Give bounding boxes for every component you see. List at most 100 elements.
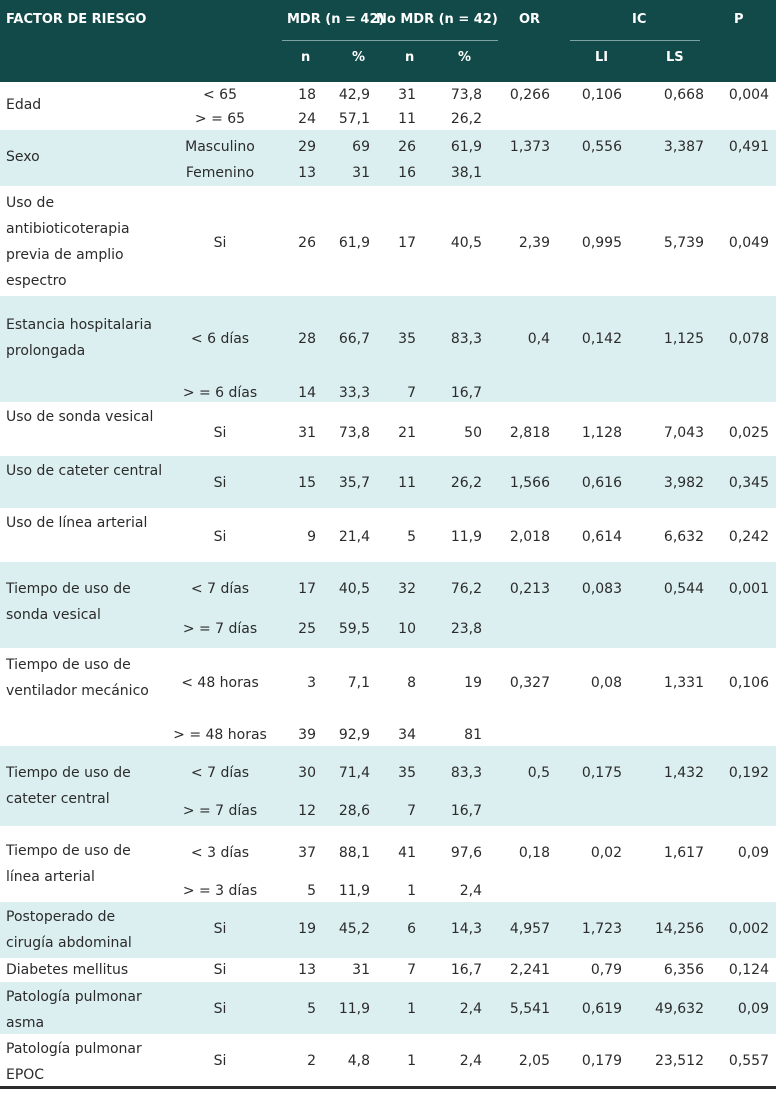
factor-label: Patología pulmonar EPOC — [6, 1041, 142, 1083]
mdr-n-cell: 13 — [298, 165, 316, 181]
mdr-n-cell: 15 — [298, 475, 316, 491]
category-cell: Si — [213, 425, 227, 441]
mdr-pct-cell: 73,8 — [338, 425, 370, 441]
table-row: Estancia hospitalaria prolongada < 6 días… — [0, 296, 776, 402]
no-mdr-pct-cell: 16,7 — [450, 385, 482, 401]
table-bottom-rule — [0, 1086, 776, 1089]
table-row: Uso de antibioticoterapia previa de ampl… — [0, 186, 776, 296]
p-cell: 0,124 — [728, 962, 769, 978]
no-mdr-n-cell: 41 — [398, 845, 416, 861]
no-mdr-pct-cell: 50 — [464, 425, 482, 441]
no-mdr-n-cell: 21 — [398, 425, 416, 441]
category-cell: < 48 horas — [181, 675, 259, 691]
no-mdr-pct-cell: 23,8 — [450, 621, 482, 637]
or-cell: 0,18 — [518, 845, 550, 861]
or-cell: 0,327 — [509, 675, 550, 691]
category-cell: Si — [213, 475, 227, 491]
li-cell: 0,106 — [581, 87, 622, 103]
li-cell: 0,79 — [590, 962, 622, 978]
table-row: Diabetes mellitus Si 13 31 7 16,7 2,241 0,79 6,3… — [0, 958, 776, 982]
p-cell: 0,09 — [737, 1001, 769, 1017]
no-mdr-pct-cell: 38,1 — [450, 165, 482, 181]
header-n-no-mdr: n — [405, 50, 415, 65]
factor-label: Tiempo de uso de sonda vesical — [6, 581, 131, 623]
mdr-n-cell: 30 — [298, 765, 316, 781]
no-mdr-pct-cell: 26,2 — [450, 111, 482, 127]
mdr-n-cell: 19 — [298, 921, 316, 937]
header-li: LI — [595, 50, 609, 65]
li-cell: 1,128 — [581, 425, 622, 441]
mdr-pct-cell: 59,5 — [338, 621, 370, 637]
no-mdr-n-cell: 26 — [398, 139, 416, 155]
no-mdr-pct-cell: 11,9 — [450, 529, 482, 545]
or-cell: 2,818 — [509, 425, 550, 441]
mdr-n-cell: 29 — [298, 139, 316, 155]
factor-label: Tiempo de uso de ventilador mecánico — [6, 657, 149, 699]
or-cell: 0,266 — [509, 87, 550, 103]
mdr-pct-cell: 11,9 — [338, 1001, 370, 1017]
ls-cell: 5,739 — [663, 235, 704, 251]
li-cell: 1,723 — [581, 921, 622, 937]
mdr-pct-cell: 4,8 — [347, 1053, 370, 1069]
category-cell: < 7 días — [190, 581, 250, 597]
no-mdr-n-cell: 32 — [398, 581, 416, 597]
factor-label: Edad — [6, 97, 42, 113]
no-mdr-n-cell: 7 — [407, 803, 416, 819]
no-mdr-n-cell: 34 — [398, 727, 416, 743]
no-mdr-pct-cell: 2,4 — [459, 1001, 482, 1017]
no-mdr-pct-cell: 19 — [464, 675, 482, 691]
category-cell: > = 7 días — [182, 621, 258, 637]
mdr-pct-cell: 31 — [352, 962, 370, 978]
no-mdr-pct-cell: 81 — [464, 727, 482, 743]
table-row: Tiempo de uso de ventilador mecánico < 48… — [0, 648, 776, 746]
no-mdr-pct-cell: 16,7 — [450, 962, 482, 978]
mdr-pct-cell: 57,1 — [338, 111, 370, 127]
mdr-pct-cell: 71,4 — [338, 765, 370, 781]
ls-cell: 1,331 — [663, 675, 704, 691]
mdr-n-cell: 26 — [298, 235, 316, 251]
ls-cell: 0,668 — [663, 87, 704, 103]
ls-cell: 1,617 — [663, 845, 704, 861]
p-cell: 0,025 — [728, 425, 769, 441]
li-cell: 0,02 — [590, 845, 622, 861]
no-mdr-n-cell: 7 — [407, 962, 416, 978]
header-divider-ic — [570, 40, 700, 41]
mdr-pct-cell: 11,9 — [338, 883, 370, 899]
mdr-pct-cell: 61,9 — [338, 235, 370, 251]
ls-cell: 7,043 — [663, 425, 704, 441]
mdr-n-cell: 9 — [307, 529, 316, 545]
mdr-n-cell: 18 — [298, 87, 316, 103]
category-cell: > = 6 días — [182, 385, 258, 401]
no-mdr-n-cell: 1 — [407, 1001, 416, 1017]
no-mdr-n-cell: 1 — [407, 883, 416, 899]
or-cell: 1,566 — [509, 475, 550, 491]
no-mdr-n-cell: 11 — [398, 475, 416, 491]
mdr-pct-cell: 35,7 — [338, 475, 370, 491]
no-mdr-n-cell: 7 — [407, 385, 416, 401]
li-cell: 0,556 — [581, 139, 622, 155]
no-mdr-pct-cell: 2,4 — [459, 883, 482, 899]
table-row: Patología pulmonar asma Si 5 11,9 1 2,4 5,541 0… — [0, 982, 776, 1034]
no-mdr-n-cell: 10 — [398, 621, 416, 637]
mdr-n-cell: 24 — [298, 111, 316, 127]
mdr-n-cell: 14 — [298, 385, 316, 401]
p-cell: 0,106 — [728, 675, 769, 691]
header-ls: LS — [666, 50, 684, 65]
category-cell: > = 7 días — [182, 803, 258, 819]
mdr-pct-cell: 92,9 — [338, 727, 370, 743]
mdr-n-cell: 12 — [298, 803, 316, 819]
li-cell: 0,083 — [581, 581, 622, 597]
header-divider — [282, 40, 498, 41]
or-cell: 2,39 — [518, 235, 550, 251]
factor-label: Tiempo de uso de línea arterial — [6, 843, 131, 885]
table-row: Tiempo de uso de línea arterial < 3 días 3… — [0, 826, 776, 902]
or-cell: 0,4 — [527, 331, 550, 347]
no-mdr-n-cell: 5 — [407, 529, 416, 545]
mdr-pct-cell: 45,2 — [338, 921, 370, 937]
p-cell: 0,049 — [728, 235, 769, 251]
header-n-mdr: n — [301, 50, 311, 65]
p-cell: 0,078 — [728, 331, 769, 347]
table-row: Uso de sonda vesical Si 31 73,8 21 50 2,818 1,1… — [0, 402, 776, 456]
li-cell: 0,08 — [590, 675, 622, 691]
p-cell: 0,192 — [728, 765, 769, 781]
